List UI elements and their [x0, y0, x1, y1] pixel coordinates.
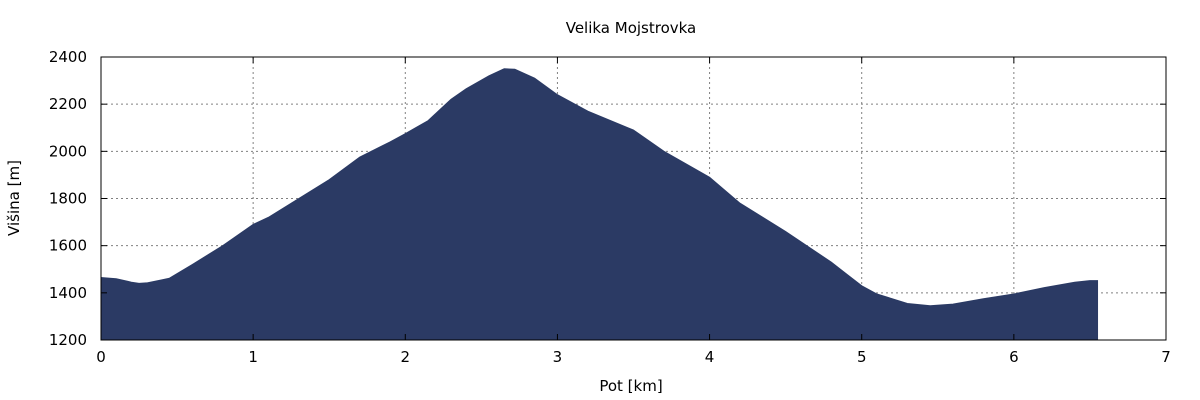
x-tick-label: 3 [553, 348, 563, 366]
x-axis-title: Pot [km] [599, 377, 662, 395]
y-tick-label: 1800 [49, 190, 87, 208]
x-tick-label: 4 [705, 348, 715, 366]
y-axis-title: Višina [m] [5, 160, 23, 236]
y-tick-label: 1200 [49, 331, 87, 349]
y-tick-label: 2400 [49, 48, 87, 66]
y-tick-label: 1600 [49, 237, 87, 255]
x-tick-label: 5 [857, 348, 867, 366]
axis-ticks [100, 56, 1167, 341]
y-tick-label: 2200 [49, 95, 87, 113]
x-tick-label: 6 [1009, 348, 1019, 366]
x-tick-label: 7 [1161, 348, 1171, 366]
y-tick-labels: 1200 1400 1600 1800 2000 2200 2400 [49, 48, 87, 349]
x-tick-label: 1 [248, 348, 258, 366]
x-tick-label: 2 [401, 348, 411, 366]
y-tick-label: 2000 [49, 142, 87, 160]
elevation-area [100, 68, 1099, 341]
y-tick-label: 1400 [49, 284, 87, 302]
x-tick-label: 0 [96, 348, 106, 366]
x-tick-labels: 0 1 2 3 4 5 6 7 [96, 348, 1171, 366]
chart-title: Velika Mojstrovka [566, 19, 697, 37]
